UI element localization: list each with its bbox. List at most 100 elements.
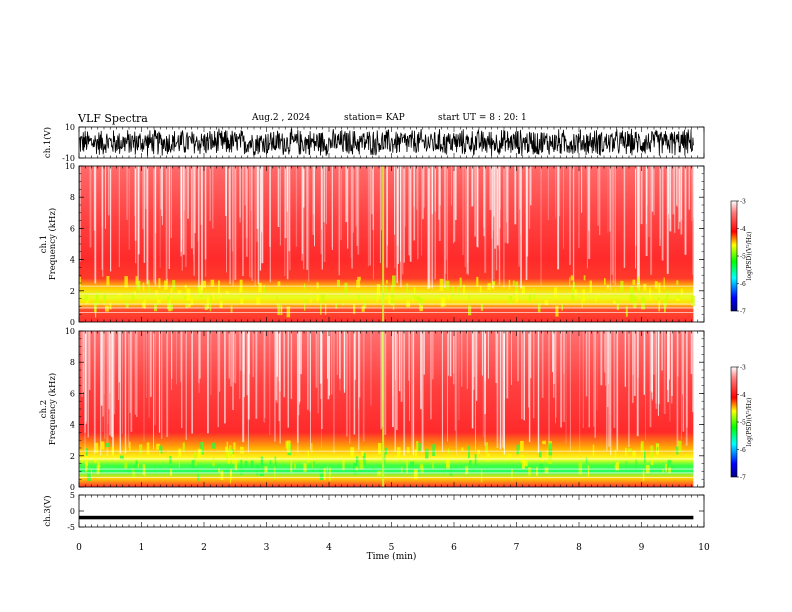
spectrogram-burst xyxy=(323,468,326,480)
spectrogram-streak xyxy=(547,166,549,220)
spectrogram-burst xyxy=(85,455,88,466)
spectrogram-burst xyxy=(316,282,319,289)
spectrogram-burst xyxy=(233,442,236,450)
colorbar-tick-label: -7 xyxy=(740,475,746,482)
spectrogram-streak xyxy=(372,166,374,230)
spectrogram-streak xyxy=(462,166,464,255)
spectrogram-streak xyxy=(180,166,182,257)
spectrogram-burst xyxy=(263,285,265,294)
spectrogram-streak xyxy=(677,166,680,230)
spectrogram-burst xyxy=(544,300,549,305)
spectrogram-burst xyxy=(226,441,228,450)
spectrogram-burst xyxy=(106,276,110,286)
spectrogram-burst xyxy=(615,450,617,458)
spectrogram-streak xyxy=(321,331,323,384)
spectrogram-burst xyxy=(479,285,482,293)
spectrogram-streak xyxy=(251,166,253,281)
spectrogram-streak xyxy=(650,331,653,392)
spectrogram-streak xyxy=(226,166,227,273)
spectrogram-burst xyxy=(154,302,158,312)
spectrogram-burst xyxy=(507,453,511,460)
spectrogram-streak xyxy=(367,166,369,267)
spectrogram-burst xyxy=(548,443,553,456)
sferic-line xyxy=(382,331,385,487)
spectrogram-burst xyxy=(290,460,293,473)
spectrogram-streak xyxy=(101,331,103,371)
spectrogram-streak xyxy=(483,166,485,228)
colorbar-tick-label: -4 xyxy=(740,226,746,233)
spectrogram-streak xyxy=(284,166,286,276)
spectrogram-burst xyxy=(515,281,519,294)
spectrogram-streak xyxy=(581,166,583,213)
spectrogram-streak xyxy=(108,331,110,410)
spectrogram-burst xyxy=(524,460,528,467)
spectrogram-streak xyxy=(420,331,422,410)
spectrogram-burst xyxy=(485,442,488,454)
spectrogram-streak xyxy=(257,166,260,284)
spectrogram-burst xyxy=(637,284,641,294)
spectrogram-burst xyxy=(172,280,176,290)
spectrogram-burst xyxy=(413,469,418,480)
spectrogram-streak xyxy=(661,331,663,371)
spectrogram-streak xyxy=(128,166,130,250)
spectrogram-burst xyxy=(294,463,296,470)
spectrogram-streak xyxy=(158,331,161,433)
spectrogram-streak xyxy=(395,331,396,381)
spectrogram-streak xyxy=(288,166,291,252)
spectrogram-streak xyxy=(408,331,410,381)
spectrogram-streak xyxy=(234,166,237,280)
spectrogram-burst xyxy=(474,454,477,466)
spectrogram-burst xyxy=(307,450,309,463)
spectrogram-streak xyxy=(449,331,452,377)
spectrogram-streak xyxy=(466,166,467,274)
spectrogram-streak xyxy=(495,331,498,383)
spectrogram-burst xyxy=(277,281,281,287)
spectrogram-burst xyxy=(578,462,583,475)
spectrogram-burst xyxy=(231,449,234,454)
spectrogram-streak xyxy=(230,331,232,387)
spectrogram-burst xyxy=(468,445,470,459)
spectrogram-burst xyxy=(521,286,525,295)
spectrogram-streak xyxy=(648,166,650,237)
spectrogram-burst xyxy=(663,298,667,307)
sferic-line xyxy=(382,166,385,322)
spectrogram-burst xyxy=(97,461,100,471)
time-axis: 0 1 2 3 4 5 6 7 8 9 10 Time (min) xyxy=(76,543,710,562)
spectrogram-streak xyxy=(333,331,335,453)
spectrogram-burst xyxy=(662,469,664,473)
spectrogram-streak xyxy=(649,331,652,428)
spectrogram-streak xyxy=(655,331,657,404)
spectrogram-streak xyxy=(356,166,359,246)
spectrogram-streak xyxy=(541,331,544,398)
spectrogram-burst xyxy=(210,279,215,287)
y-axis-label: ch.3(V) xyxy=(42,495,53,526)
spectrogram-burst xyxy=(197,448,202,459)
spectrogram-streak xyxy=(443,166,446,289)
spectrogram-burst xyxy=(256,464,259,476)
spectrogram-streak xyxy=(185,166,187,267)
colorbar-tick-label: -4 xyxy=(740,392,746,399)
spectrogram-burst xyxy=(320,302,322,315)
x-tick-label: 2 xyxy=(201,543,207,553)
spectrogram-burst xyxy=(641,297,646,310)
spectrogram-streak xyxy=(187,166,189,219)
spectrogram-burst xyxy=(635,459,637,472)
spectrogram-burst xyxy=(537,301,541,313)
spectrogram-streak xyxy=(136,331,138,417)
spectrogram-streak xyxy=(250,166,252,211)
spectrogram-streak xyxy=(228,331,230,379)
spectrogram-streak xyxy=(113,331,116,415)
spectrogram-streak xyxy=(676,166,678,207)
spectrogram-streak xyxy=(302,166,305,208)
spectrogram-streak xyxy=(502,331,505,449)
spectrogram-streak xyxy=(309,331,311,412)
spectrogram-streak xyxy=(434,166,436,212)
spectrogram-burst xyxy=(449,467,451,476)
spectrogram-streak xyxy=(667,166,670,215)
spectrogram-streak xyxy=(118,166,120,268)
x-tick-label: 8 xyxy=(576,543,582,553)
spectrogram-streak xyxy=(686,331,688,428)
spectrogram-streak xyxy=(400,331,403,402)
spectrogram-streak xyxy=(453,166,455,244)
spectrogram-burst xyxy=(356,280,361,288)
